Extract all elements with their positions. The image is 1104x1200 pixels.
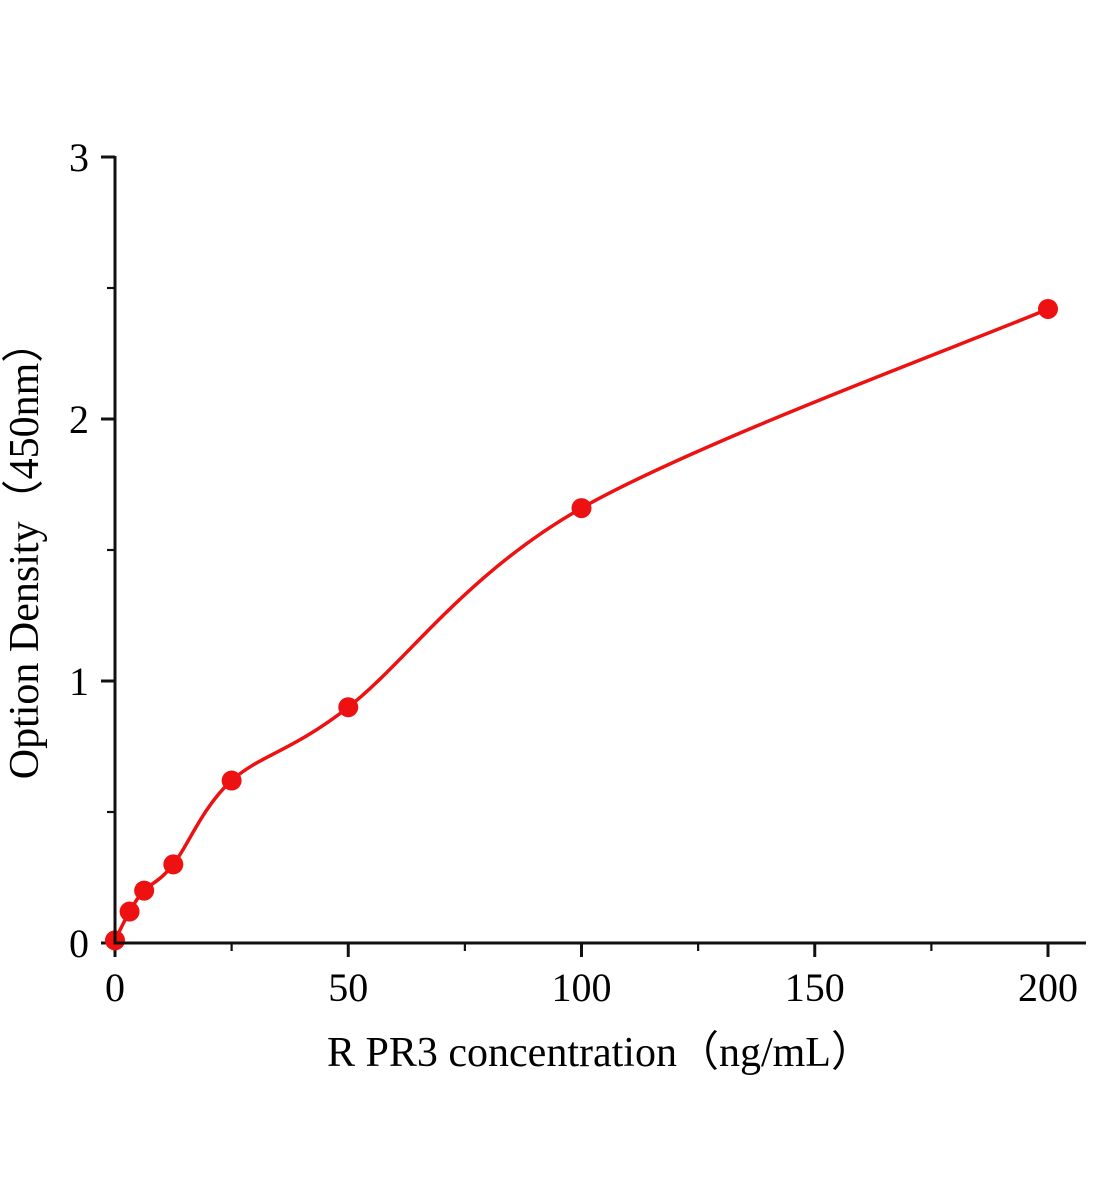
y-tick-label: 3 xyxy=(69,135,89,180)
x-tick-label: 100 xyxy=(552,965,612,1010)
fit-curve xyxy=(113,307,1050,943)
data-point xyxy=(119,901,140,922)
x-tick-label: 200 xyxy=(1018,965,1078,1010)
y-tick-label: 2 xyxy=(69,397,89,442)
y-axis-label: Option Density（450nm） xyxy=(2,321,48,780)
data-point xyxy=(134,880,155,901)
data-point xyxy=(1038,298,1058,319)
axis-minor-ticks xyxy=(107,286,933,951)
data-point xyxy=(571,498,592,519)
data-point xyxy=(338,697,359,718)
x-tick-label: 50 xyxy=(328,965,368,1010)
axis-tick-labels: 0 50 100 150 200 0 1 2 3 xyxy=(69,135,1078,1010)
x-tick-label: 0 xyxy=(105,965,125,1010)
y-tick-label: 1 xyxy=(69,659,89,704)
x-tick-label: 150 xyxy=(785,965,845,1010)
y-tick-label: 0 xyxy=(69,921,89,966)
data-points xyxy=(105,298,1058,951)
x-axis-label: R PR3 concentration（ng/mL） xyxy=(327,1030,873,1076)
axis-major-ticks xyxy=(101,155,1050,957)
data-point xyxy=(221,770,242,791)
data-point xyxy=(163,854,184,875)
